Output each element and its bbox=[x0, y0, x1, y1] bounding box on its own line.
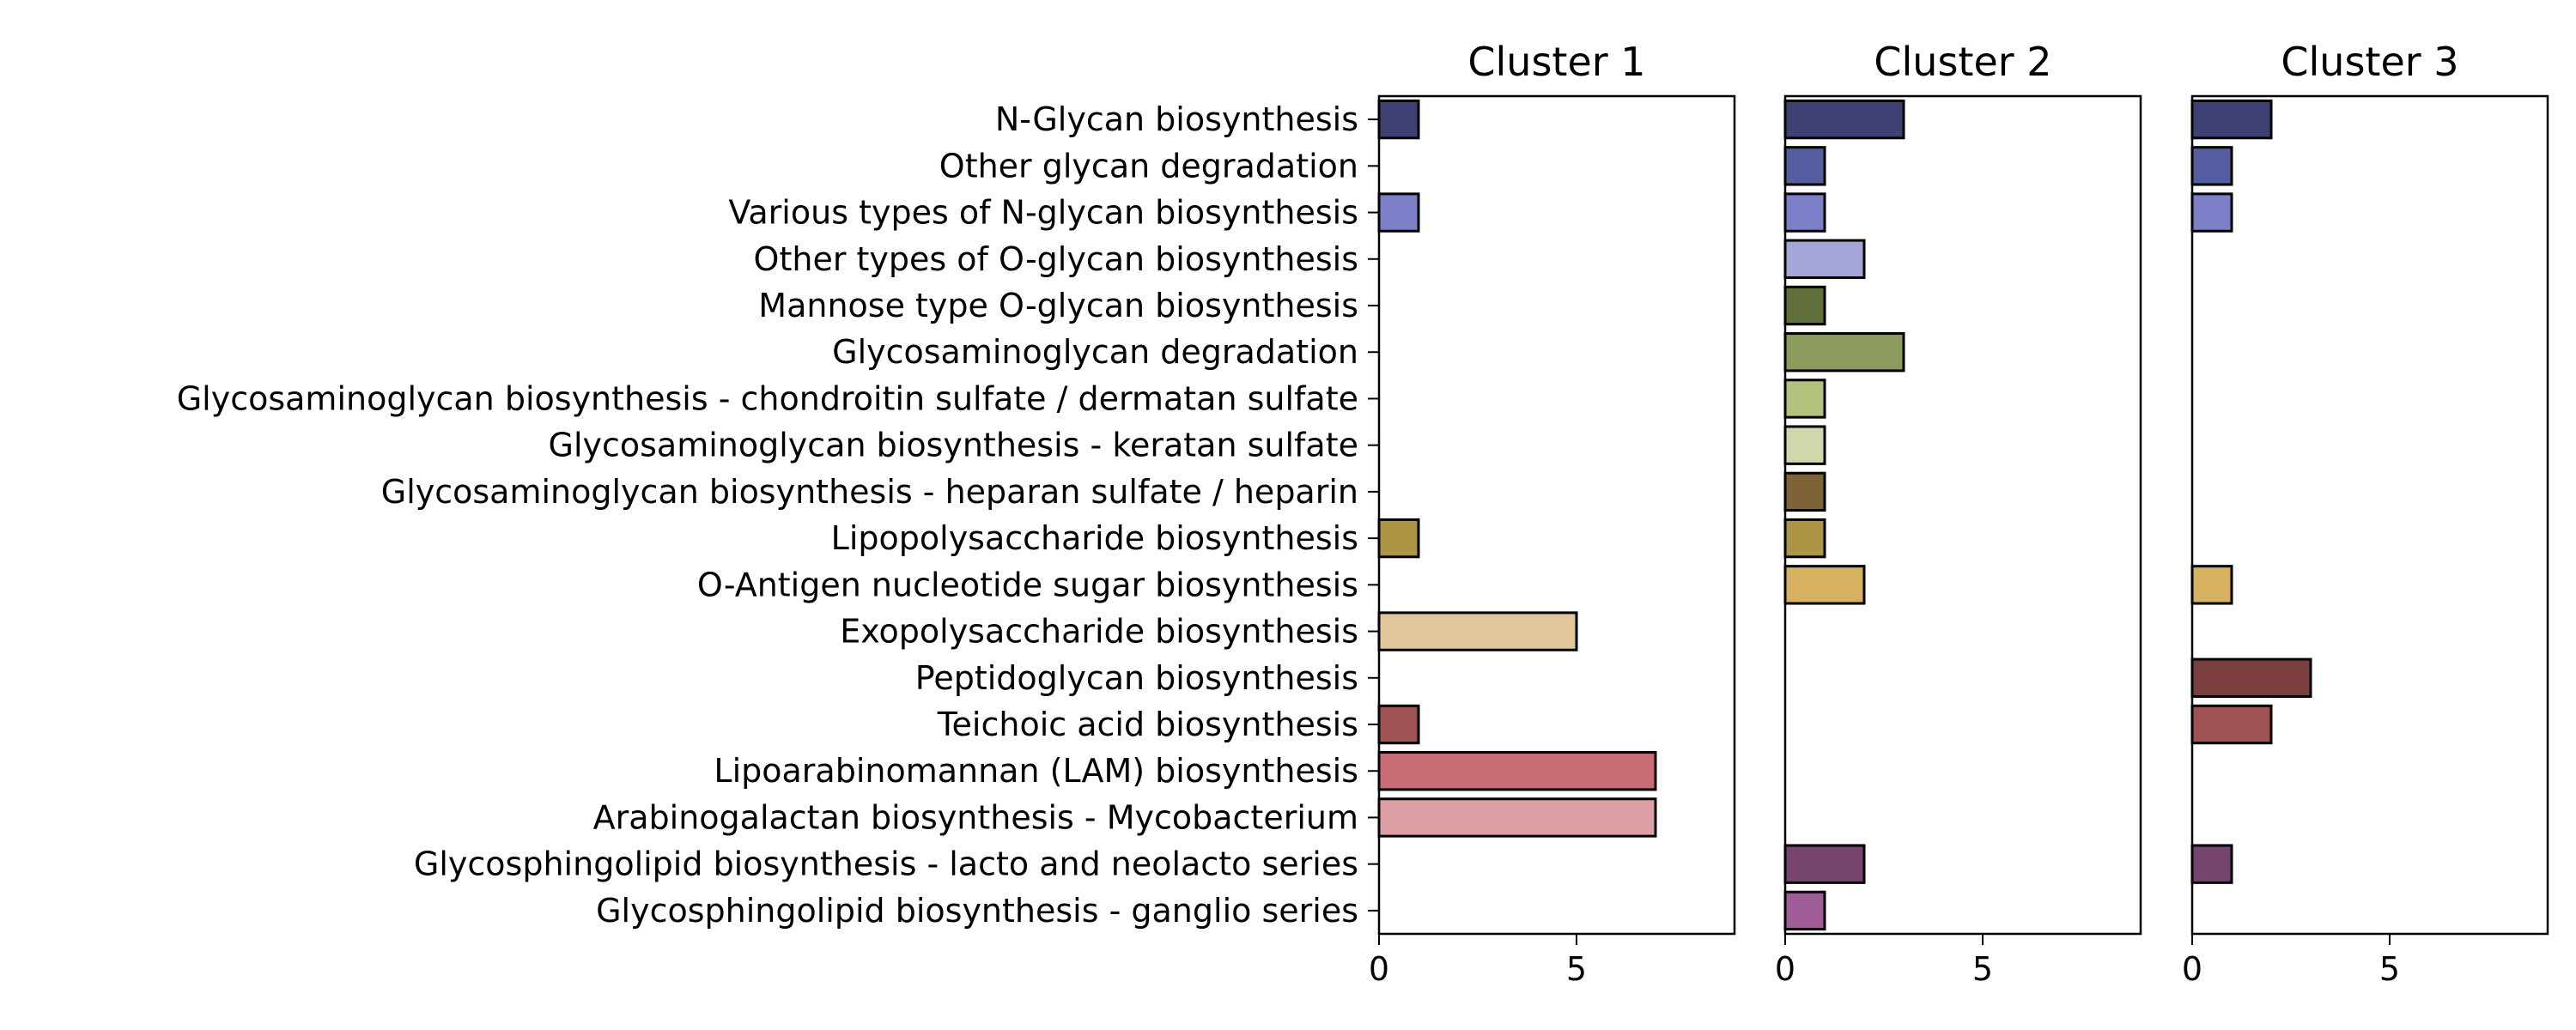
bar bbox=[2190, 657, 2312, 698]
bar bbox=[1783, 565, 1866, 605]
category-label: Mannose type O-glycan biosynthesis bbox=[758, 287, 1358, 324]
bar bbox=[2190, 99, 2273, 140]
category-label: Glycosaminoglycan biosynthesis - keratan… bbox=[549, 427, 1359, 464]
bar bbox=[1377, 192, 1420, 233]
panel-2: Cluster 2 0 5 bbox=[1775, 39, 2142, 988]
category-label: Lipoarabinomannan (LAM) biosynthesis bbox=[714, 752, 1358, 790]
bar bbox=[1783, 99, 1905, 140]
category-label: O-Antigen nucleotide sugar biosynthesis bbox=[697, 566, 1358, 603]
bar bbox=[1783, 425, 1826, 465]
bar bbox=[1783, 379, 1826, 419]
category-label: Glycosphingolipid biosynthesis - ganglio… bbox=[596, 892, 1358, 930]
bar bbox=[1377, 99, 1420, 140]
bar bbox=[1377, 611, 1578, 651]
x-tick-label: 0 bbox=[1775, 950, 1795, 988]
panel-frame bbox=[1783, 94, 2142, 936]
category-label: Lipopolysaccharide biosynthesis bbox=[831, 519, 1358, 557]
category-label: Arabinogalactan biosynthesis - Mycobacte… bbox=[593, 798, 1358, 836]
bar bbox=[2190, 146, 2233, 186]
category-label: Other types of O-glycan biosynthesis bbox=[754, 240, 1358, 278]
bar bbox=[1377, 518, 1420, 559]
panel-title: Cluster 3 bbox=[2281, 39, 2458, 85]
bar bbox=[1783, 844, 1866, 884]
panel-title: Cluster 2 bbox=[1874, 39, 2051, 85]
panels: Cluster 1 0 5 Cluster 2 0 5 Cluster 3 0 5 bbox=[1369, 39, 2549, 988]
bar bbox=[1377, 704, 1420, 745]
bar bbox=[1783, 890, 1826, 931]
panel-1: Cluster 1 0 5 bbox=[1369, 39, 1736, 988]
bar bbox=[2190, 192, 2233, 233]
panel-title: Cluster 1 bbox=[1467, 39, 1645, 85]
bar bbox=[1783, 285, 1826, 326]
bar bbox=[1783, 239, 1866, 279]
bar bbox=[1783, 332, 1905, 373]
category-label: Glycosaminoglycan degradation bbox=[832, 333, 1358, 371]
bar bbox=[2190, 565, 2233, 605]
x-tick-label: 5 bbox=[2379, 950, 2400, 988]
x-tick-label: 5 bbox=[1566, 950, 1587, 988]
category-label: Various types of N-glycan biosynthesis bbox=[728, 194, 1358, 232]
x-tick-label: 0 bbox=[2182, 950, 2202, 988]
bar bbox=[1783, 471, 1826, 512]
bar bbox=[1783, 146, 1826, 186]
panel-3: Cluster 3 0 5 bbox=[2182, 39, 2549, 988]
bar bbox=[2190, 704, 2273, 745]
category-label: Glycosaminoglycan biosynthesis - heparan… bbox=[381, 473, 1358, 511]
bar bbox=[1377, 797, 1657, 838]
x-tick-label: 0 bbox=[1369, 950, 1389, 988]
bar bbox=[1783, 192, 1826, 233]
panel-frame bbox=[2190, 94, 2549, 936]
x-tick-label: 5 bbox=[1972, 950, 1993, 988]
category-label: Glycosphingolipid biosynthesis - lacto a… bbox=[414, 845, 1358, 883]
bar bbox=[1783, 518, 1826, 559]
category-labels: N-Glycan biosynthesis Other glycan degrad… bbox=[177, 100, 1379, 930]
bar bbox=[1377, 751, 1657, 791]
category-label: Exopolysaccharide biosynthesis bbox=[840, 613, 1358, 651]
bar bbox=[2190, 844, 2233, 884]
category-label: Peptidoglycan biosynthesis bbox=[915, 659, 1358, 697]
panel-frame bbox=[1377, 94, 1736, 936]
category-label: Teichoic acid biosynthesis bbox=[937, 706, 1358, 743]
category-label: Other glycan degradation bbox=[939, 147, 1358, 185]
category-label: N-Glycan biosynthesis bbox=[995, 100, 1358, 138]
category-label: Glycosaminoglycan biosynthesis - chondro… bbox=[177, 379, 1358, 417]
